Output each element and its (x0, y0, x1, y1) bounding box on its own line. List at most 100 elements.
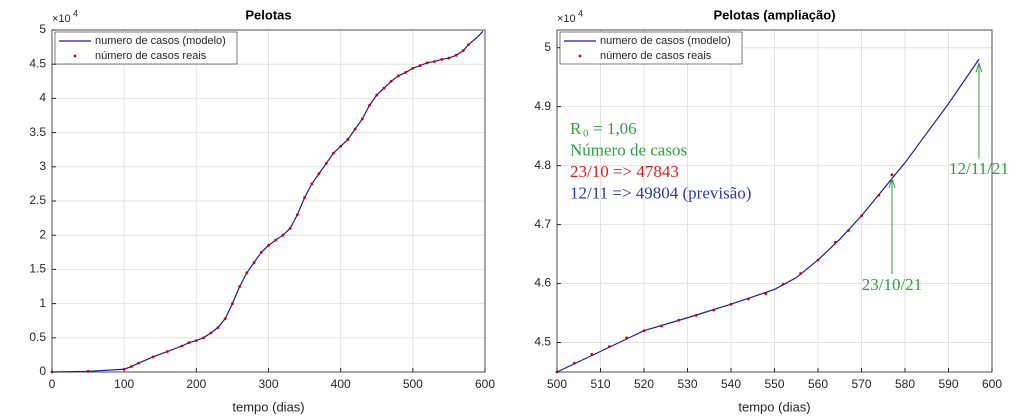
y-tick-label: 3.5 (29, 125, 46, 139)
y-tick-label: 4.9 (534, 99, 551, 113)
data-point (834, 240, 837, 244)
data-point (847, 229, 850, 232)
data-point (607, 345, 611, 349)
data-point (317, 172, 321, 176)
data-point (397, 74, 400, 78)
arrow-label: 23/10/21 (862, 275, 922, 294)
data-point (274, 238, 278, 242)
data-point (747, 297, 750, 301)
x-tick-label: 590 (938, 377, 958, 391)
x-tick-label: 600 (982, 377, 1002, 391)
chart-title: Pelotas (245, 7, 291, 22)
x-tick-label: 530 (677, 377, 697, 391)
data-point (404, 71, 408, 74)
y-tick-label: 4 (39, 91, 46, 105)
data-point (590, 352, 594, 356)
legend-label: numero de casos (modelo) (600, 35, 731, 47)
data-point (694, 313, 698, 317)
data-point (447, 56, 451, 60)
legend-swatch (578, 54, 582, 58)
data-point (187, 341, 191, 344)
y-tick-label: 5 (39, 22, 46, 36)
data-point (781, 282, 785, 286)
data-point (816, 258, 820, 262)
y-tick-label: 4.5 (534, 335, 551, 349)
data-point (166, 350, 169, 353)
x-tick-label: 550 (764, 377, 784, 391)
axes-frame (51, 29, 486, 373)
y-tick-label: 5 (544, 40, 551, 54)
data-point (238, 285, 242, 288)
x-tick-label: 560 (808, 377, 828, 391)
data-point (454, 53, 458, 57)
data-point (129, 365, 133, 368)
x-tick-label: 200 (186, 377, 206, 391)
arrow-head (888, 177, 896, 189)
y-multiplier-exp: 4 (73, 8, 78, 18)
x-tick-label: 100 (114, 377, 134, 391)
y-tick-label: 0 (39, 364, 46, 378)
data-point (180, 344, 184, 348)
y-tick-label: 4.8 (534, 158, 551, 172)
x-tick-label: 0 (49, 377, 56, 391)
data-point (259, 250, 263, 254)
data-point (231, 302, 234, 305)
data-point (890, 173, 894, 177)
data-point (281, 233, 285, 237)
arrow-label: 12/11/21 (949, 159, 1009, 178)
data-point (368, 103, 371, 107)
y-multiplier-exp: 4 (578, 8, 583, 18)
y-multiplier: ×10 (52, 13, 71, 25)
data-point (860, 214, 863, 218)
data-point (440, 58, 444, 61)
legend-label: número de casos reais (600, 50, 712, 62)
annotation: R (570, 119, 582, 138)
data-point (332, 151, 335, 155)
x-tick-label: 500 (403, 377, 423, 391)
data-point (339, 144, 343, 148)
x-tick-label: 540 (721, 377, 741, 391)
data-point (877, 193, 881, 197)
data-point (303, 196, 306, 199)
annotation: 23/10 => 47843 (570, 162, 679, 181)
data-point (573, 361, 576, 365)
data-point (122, 367, 126, 371)
data-point (202, 336, 205, 340)
y-tick-label: 4.6 (534, 276, 551, 290)
data-point (729, 302, 733, 306)
data-point (353, 127, 357, 131)
annotation: Número de casos (570, 140, 687, 159)
y-tick-label: 2 (39, 227, 46, 241)
y-tick-label: 0.5 (29, 330, 46, 344)
data-point (346, 138, 350, 141)
y-tick-label: 1.5 (29, 262, 46, 276)
y-multiplier: ×10 (557, 13, 576, 25)
data-point (712, 308, 715, 312)
data-point (375, 93, 379, 97)
x-axis-label: tempo (dias) (738, 399, 810, 414)
legend-label: numero de casos (modelo) (95, 35, 226, 47)
data-point (764, 292, 768, 295)
data-point (433, 60, 436, 63)
annotation: 12/11 => 49804 (previsão) (570, 183, 751, 202)
legend-swatch (73, 54, 77, 58)
data-point (625, 336, 628, 340)
data-point (642, 329, 646, 333)
data-point (288, 226, 292, 230)
chart-title: Pelotas (ampliação) (713, 7, 835, 22)
annotation-subscript: 0 (583, 128, 589, 140)
legend-label: número de casos reais (95, 50, 207, 62)
x-tick-label: 400 (331, 377, 351, 391)
y-tick-label: 3 (39, 159, 46, 173)
data-point (360, 117, 364, 121)
data-point (151, 355, 155, 359)
data-point (324, 161, 328, 165)
y-tick-label: 1 (39, 296, 46, 310)
data-point (310, 182, 314, 186)
x-tick-label: 580 (895, 377, 915, 391)
x-tick-label: 520 (634, 377, 654, 391)
data-point (252, 261, 256, 264)
data-point (799, 272, 802, 275)
data-point (425, 61, 429, 65)
